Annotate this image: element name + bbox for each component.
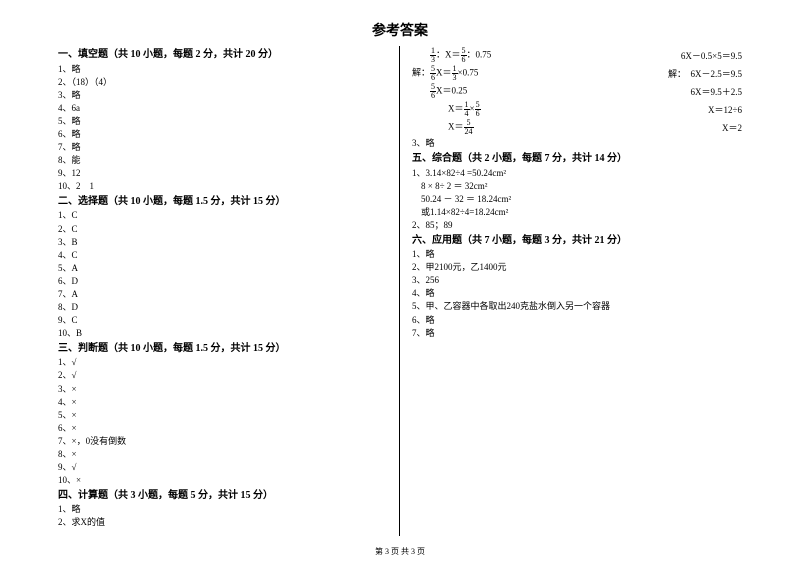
fraction: 56 [475,101,481,118]
math-expr: X＝12÷6 [622,103,742,116]
math-text: 解： [412,68,430,78]
sec1-header: 一、填空题（共 10 小题，每题 2 分，共计 20 分） [58,48,387,63]
content-columns: 一、填空题（共 10 小题，每题 2 分，共计 20 分） 1、略 2、（18）… [50,46,750,536]
sec6-item: 4、略 [412,287,742,300]
sec2-item: 7、A [58,288,387,301]
sec6-item: 7、略 [412,327,742,340]
sec4-item: 1、略 [58,503,387,516]
sec3-item: 3、× [58,383,387,396]
sec5-header: 五、综合题（共 2 小题，每题 7 分，共计 14 分） [412,152,742,167]
sec1-item: 7、略 [58,141,387,154]
math-text: ×0.75 [458,68,479,78]
sec3-item: 8、× [58,448,387,461]
math-row: X＝524 X＝2 [412,119,742,136]
sec6-item: 1、略 [412,248,742,261]
sec2-item: 6、D [58,275,387,288]
sec5-item: 50.24 － 32 ＝ 18.24cm² [412,193,742,206]
sec2-item: 4、C [58,249,387,262]
right-column: 13：X＝56：0.75 6X－0.5×5＝9.5 解：56X＝13×0.75 … [400,46,750,536]
sec4-item: 2、求X的值 [58,516,387,529]
sec2-header: 二、选择题（共 10 小题，每题 1.5 分，共计 15 分） [58,195,387,210]
sec5-item: 2、85；89 [412,219,742,232]
math-expr: 解： 6X－2.5＝9.5 [622,67,742,80]
sec3-item: 10、× [58,474,387,487]
sec6-item: 3、256 [412,274,742,287]
sec6-header: 六、应用题（共 7 小题，每题 3 分，共计 21 分） [412,234,742,249]
sec1-item: 10、2 1 [58,180,387,193]
sec2-item: 1、C [58,209,387,222]
sec6-item: 5、甲、乙容器中各取出240克盐水倒入另一个容器 [412,300,742,313]
math-expr: 解：56X＝13×0.75 [412,65,622,82]
sec1-item: 4、6a [58,102,387,115]
math-expr: 6X＝9.5＋2.5 [622,85,742,98]
math-expr: 13：X＝56：0.75 [430,47,622,64]
math-expr: 6X－0.5×5＝9.5 [622,49,742,62]
math-expr: X＝524 [448,119,622,136]
sec3-item: 2、√ [58,369,387,382]
math-row: X＝14×56 X＝12÷6 [412,101,742,118]
math-text: X＝ [448,104,464,114]
math-text: ：X＝ [436,50,461,60]
left-column: 一、填空题（共 10 小题，每题 2 分，共计 20 分） 1、略 2、（18）… [50,46,400,536]
sec2-item: 9、C [58,314,387,327]
sec2-item: 8、D [58,301,387,314]
sec3-item: 4、× [58,396,387,409]
sec3-item: 1、√ [58,356,387,369]
math-text: X＝0.25 [436,86,467,96]
sec5-item: 1、3.14×82÷4 =50.24cm² [412,167,742,180]
sec3-item: 5、× [58,409,387,422]
sec2-item: 3、B [58,236,387,249]
sec1-item: 8、能 [58,154,387,167]
sec3-item: 6、× [58,422,387,435]
sec5-item: 8 × 8÷ 2 ＝ 32cm² [412,180,742,193]
math-text: X＝ [448,122,464,132]
sec3-header: 三、判断题（共 10 小题，每题 1.5 分，共计 15 分） [58,342,387,357]
math-row: 13：X＝56：0.75 6X－0.5×5＝9.5 [412,47,742,64]
math-row: 56X＝0.25 6X＝9.5＋2.5 [412,83,742,100]
math-expr: X＝2 [622,121,742,134]
sec1-item: 5、略 [58,115,387,128]
fraction: 524 [464,119,474,136]
sec1-item: 2、（18）（4） [58,76,387,89]
sec4-item: 3、略 [412,137,742,150]
math-text: X＝ [436,68,452,78]
page-footer: 第 3 页 共 3 页 [0,546,800,557]
sec1-item: 6、略 [58,128,387,141]
math-row: 解：56X＝13×0.75 解： 6X－2.5＝9.5 [412,65,742,82]
sec3-item: 9、√ [58,461,387,474]
sec1-item: 9、12 [58,167,387,180]
sec2-item: 5、A [58,262,387,275]
sec6-item: 2、甲2100元，乙1400元 [412,261,742,274]
math-expr: X＝14×56 [448,101,622,118]
sec2-item: 2、C [58,223,387,236]
math-expr: 56X＝0.25 [430,83,622,100]
sec6-item: 6、略 [412,314,742,327]
sec4-header: 四、计算题（共 3 小题，每题 5 分，共计 15 分） [58,489,387,504]
page-title: 参考答案 [50,20,750,40]
sec5-item: 或1.14×82÷4=18.24cm² [412,206,742,219]
math-text: ：0.75 [467,50,492,60]
sec3-item: 7、×，0没有倒数 [58,435,387,448]
sec2-item: 10、B [58,327,387,340]
sec1-item: 3、略 [58,89,387,102]
sec1-item: 1、略 [58,63,387,76]
